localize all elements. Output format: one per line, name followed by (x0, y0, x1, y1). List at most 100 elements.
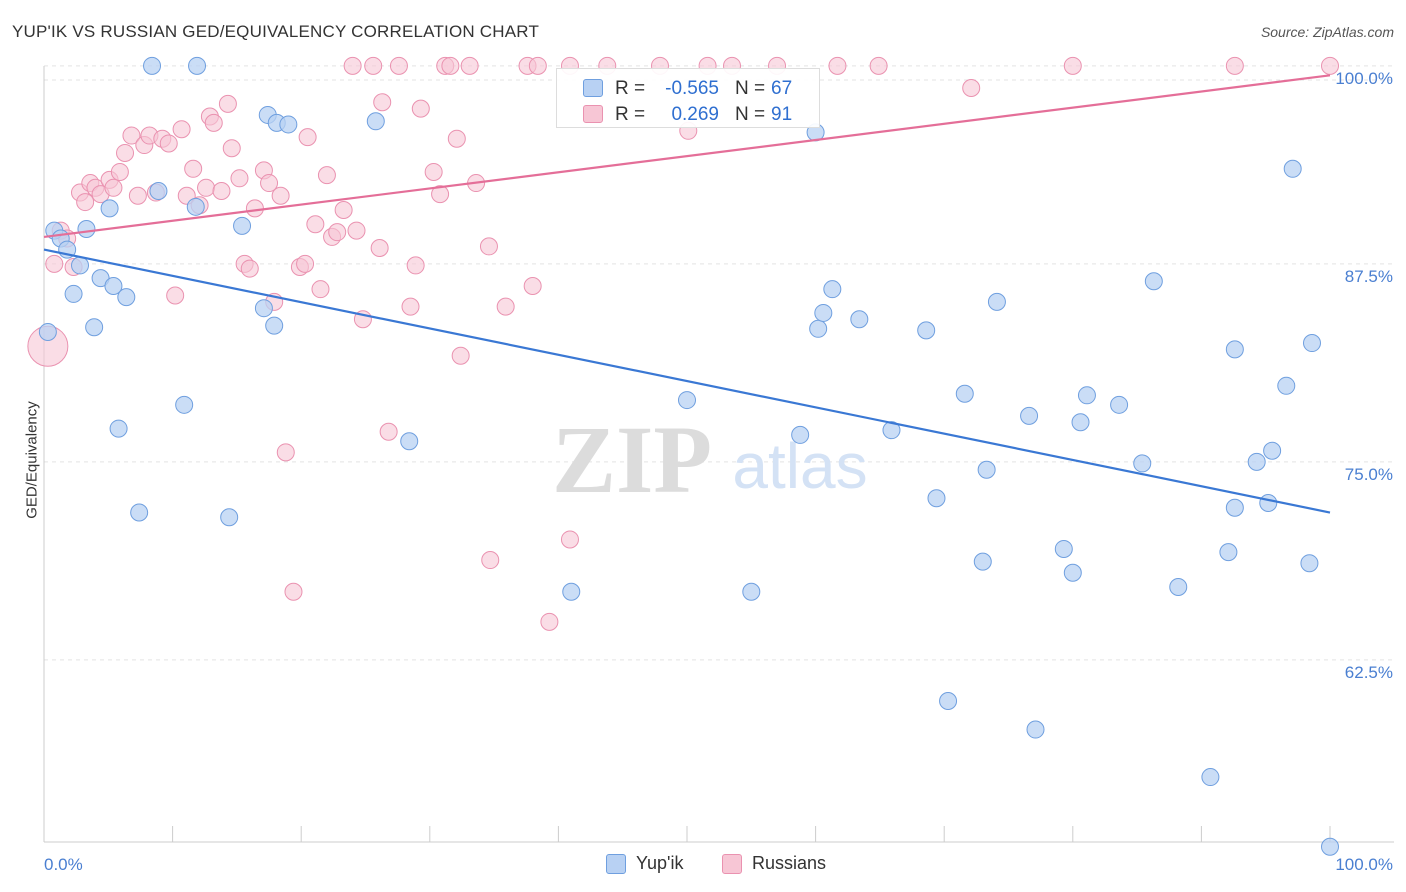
russian-point (306, 215, 325, 234)
yupik-point (1133, 454, 1152, 473)
russian-point (317, 166, 336, 185)
yupik-point (1201, 768, 1220, 787)
watermark: ZIP atlas (552, 406, 868, 513)
legend-row-yupik: R = -0.565 N = 67 (557, 75, 819, 101)
russian-point (560, 530, 579, 549)
russian-point (296, 254, 315, 273)
russian-point (406, 256, 425, 275)
russian-point (451, 346, 470, 365)
yupik-point (1277, 376, 1296, 395)
r-value: -0.565 (665, 78, 719, 99)
yupik-point (955, 384, 974, 403)
russian-point (260, 174, 279, 193)
russian-point (370, 239, 389, 257)
russian-point (479, 237, 498, 256)
yupik-point (220, 508, 239, 527)
yupik-point (175, 395, 194, 414)
yupik-point (130, 503, 149, 522)
yupik-point (1283, 159, 1302, 178)
russian-point (540, 612, 559, 631)
yupik-point (254, 299, 273, 318)
yupik-point (279, 115, 298, 134)
legend-label-yupik: Yup'ik (636, 853, 684, 873)
yupik-point (104, 277, 123, 296)
russian-point (159, 134, 178, 153)
yupik-point (1259, 494, 1278, 513)
russian-point (334, 200, 353, 219)
yupik-swatch (606, 854, 626, 874)
r-value: 0.269 (671, 104, 719, 125)
russian-point (411, 99, 430, 118)
russian-point (110, 162, 129, 181)
yupik-point (188, 56, 207, 75)
yupik-point (64, 284, 83, 303)
n-value: 91 (771, 104, 793, 125)
russian-point (424, 162, 443, 181)
russian-point (204, 113, 223, 132)
yupik-point (814, 303, 833, 322)
yupik-point (987, 292, 1006, 311)
x-tick-label: 0.0% (44, 855, 83, 874)
yupik-point (109, 419, 128, 438)
russian-point (962, 79, 981, 98)
trend-lines (43, 74, 1331, 514)
correlation-legend: R = -0.565 N = 67 R = 0.269 N = 91 (556, 68, 820, 128)
yupik-point (366, 112, 385, 131)
yupik-point (1300, 554, 1319, 573)
yupik-point (742, 582, 761, 601)
r-label: R = (615, 78, 646, 99)
yupik-point (927, 489, 946, 508)
russian-point (45, 254, 64, 273)
russian-point (1063, 56, 1082, 75)
n-label: N = (735, 104, 766, 125)
tick-labels: 62.5% 75.0% 87.5% 100.0% 0.0% 100.0% (44, 69, 1393, 874)
russian-points (27, 56, 1339, 631)
russian-point (245, 199, 264, 218)
russian-point (284, 582, 303, 601)
y-tick-label: 62.5% (1345, 663, 1393, 682)
yupik-point (100, 199, 119, 218)
yupik-point (1054, 539, 1073, 558)
russian-point (364, 56, 383, 75)
russian-point (523, 277, 542, 296)
russian-point (869, 56, 888, 75)
gridlines (44, 65, 1394, 661)
yupik-point (678, 391, 696, 410)
russian-point (122, 126, 141, 145)
yupik-point (1169, 577, 1188, 596)
russian-point (116, 143, 135, 162)
yupik-point (1247, 452, 1266, 471)
russian-trend-line (43, 74, 1331, 239)
russian-point (104, 178, 123, 197)
yupik-point (1071, 413, 1090, 432)
russian-point (401, 297, 420, 316)
russian-point (379, 422, 398, 441)
yupik-point (823, 280, 842, 299)
yupik-swatch (583, 79, 603, 97)
yupik-point (1302, 334, 1321, 353)
yupik-point (117, 288, 136, 307)
russian-swatch (583, 105, 603, 123)
yupik-point (1219, 543, 1238, 562)
russian-point (240, 259, 259, 278)
russian-point (76, 193, 95, 212)
yupik-point (1077, 386, 1096, 405)
watermark-zip: ZIP (552, 406, 712, 513)
yupik-point (882, 421, 901, 440)
russian-point (271, 186, 290, 205)
russian-point (311, 280, 330, 299)
russian-point (389, 56, 408, 75)
russian-point (828, 56, 847, 75)
russian-point (128, 186, 147, 205)
russian-point (347, 221, 366, 240)
russian-point (328, 223, 347, 242)
r-label: R = (615, 104, 646, 125)
yupik-point (233, 216, 252, 235)
russian-point (496, 297, 515, 316)
legend-label-russians: Russians (752, 853, 827, 873)
russian-point (212, 181, 231, 200)
russian-point (166, 286, 185, 305)
russian-point (481, 551, 500, 570)
russian-point (222, 139, 241, 158)
